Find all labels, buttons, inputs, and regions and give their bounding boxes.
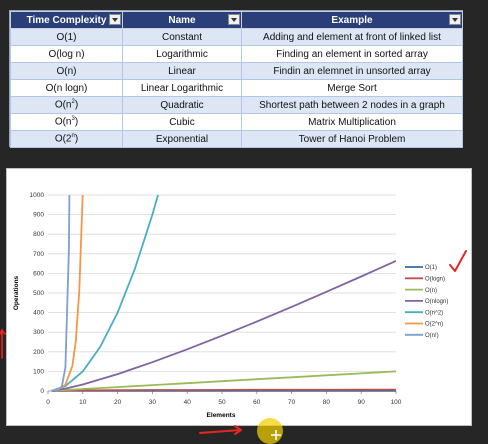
x-tick-label: 20: [114, 399, 122, 406]
x-tick-label: 30: [149, 399, 157, 406]
series-line: [51, 194, 71, 392]
cell-name[interactable]: Linear Logarithmic: [122, 79, 242, 97]
x-tick-label: 90: [358, 399, 366, 406]
complexity-close: ): [74, 99, 79, 111]
header-example: Example: [241, 11, 463, 29]
filter-dropdown-button[interactable]: [109, 14, 121, 25]
cell-complexity[interactable]: O(log n): [10, 45, 123, 63]
y-tick-label: 300: [33, 329, 44, 336]
chart-gridlines: [48, 194, 396, 372]
series-line: [51, 260, 397, 392]
header-label: Name: [168, 14, 196, 26]
chart-series-lines: [51, 194, 397, 392]
complexity-close: ): [74, 116, 79, 128]
legend-label: O(nlogn): [425, 299, 448, 305]
header-time-complexity: Time Complexity: [10, 11, 123, 29]
y-tick-label: 1000: [30, 192, 45, 199]
y-tick-label: 100: [33, 368, 44, 375]
cell-name[interactable]: Quadratic: [122, 96, 242, 114]
y-axis-label: Operations: [13, 275, 20, 310]
complexity-exponent: n: [71, 133, 75, 140]
cell-example[interactable]: Shortest path between 2 nodes in a graph: [241, 96, 463, 114]
complexity-chart[interactable]: 0 100 200 300 400 500 600 700 800 900 1000 0 10 20 30 4…: [7, 169, 471, 425]
cell-complexity[interactable]: O(1): [10, 28, 123, 46]
table-row: O(n2) Quadratic Shortest path between 2 …: [10, 96, 463, 114]
cell-complexity[interactable]: O(n logn): [10, 79, 123, 97]
complexity-table-panel: Time Complexity Name Example O(1) Consta…: [9, 10, 463, 148]
y-tick-label: 900: [33, 212, 44, 219]
x-tick-label: 10: [79, 399, 87, 406]
legend-label: O(n!): [425, 333, 439, 339]
complexity-base: O(n: [54, 116, 72, 128]
header-name: Name: [122, 11, 242, 29]
header-label: Example: [331, 14, 373, 26]
x-tick-label: 80: [323, 399, 331, 406]
series-line: [51, 194, 159, 392]
x-axis-label: Elements: [207, 412, 236, 419]
cell-complexity[interactable]: O(n): [10, 62, 123, 80]
cell-example[interactable]: Matrix Multiplication: [241, 113, 463, 131]
cell-example[interactable]: Finding an element in sorted array: [241, 45, 463, 63]
x-tick-label: 70: [288, 399, 296, 406]
x-tick-label: 100: [391, 399, 402, 406]
table-row: O(1) Constant Adding and element at fron…: [10, 28, 463, 46]
y-tick-label: 600: [33, 270, 44, 277]
x-tick-label: 60: [253, 399, 261, 406]
legend-label: O(logn): [425, 277, 445, 283]
chart-legend[interactable]: O(1) O(logn) O(n) O(nlogn) O(n^2) O(2^n) O(n!): [405, 265, 448, 339]
y-tick-label: 0: [40, 388, 44, 395]
complexity-base: O(n: [54, 99, 72, 111]
chart-tick-labels: 0 100 200 300 400 500 600 700 800 900 1000 0 10 20 30 4…: [30, 192, 402, 406]
table-row: O(n) Linear Findin an elemnet in unsorte…: [10, 62, 463, 80]
cell-example[interactable]: Tower of Hanoi Problem: [241, 130, 463, 148]
legend-label: O(2^n): [425, 322, 443, 328]
cell-name[interactable]: Linear: [122, 62, 242, 80]
cell-name[interactable]: Cubic: [122, 113, 242, 131]
x-tick-label: 50: [218, 399, 226, 406]
table-row: O(log n) Logarithmic Finding an element …: [10, 45, 463, 63]
legend-label: O(1): [425, 265, 437, 271]
y-tick-label: 700: [33, 251, 44, 258]
cell-complexity[interactable]: O(n2): [10, 96, 123, 114]
complexity-close: ): [74, 133, 79, 145]
series-line: [51, 388, 396, 392]
table-row: O(n3) Cubic Matrix Multiplication: [10, 113, 463, 131]
y-tick-label: 500: [33, 290, 44, 297]
complexity-base: O(2: [54, 133, 72, 145]
cell-name[interactable]: Exponential: [122, 130, 242, 148]
x-tick-label: 40: [184, 399, 192, 406]
cell-name[interactable]: Constant: [122, 28, 242, 46]
filter-dropdown-button[interactable]: [228, 14, 240, 25]
table-row: O(n logn) Linear Logarithmic Merge Sort: [10, 79, 463, 97]
annotation-vertical-arrow: [0, 328, 6, 359]
cell-example[interactable]: Findin an elemnet in unsorted array: [241, 62, 463, 80]
legend-label: O(n): [425, 288, 437, 294]
cell-name[interactable]: Logarithmic: [122, 45, 242, 63]
legend-label: O(n^2): [425, 310, 443, 316]
complexity-chart-panel[interactable]: 0 100 200 300 400 500 600 700 800 900 1000 0 10 20 30 4…: [6, 168, 472, 426]
y-tick-label: 400: [33, 310, 44, 317]
cell-example[interactable]: Merge Sort: [241, 79, 463, 97]
table-row: O(2n) Exponential Tower of Hanoi Problem: [10, 130, 463, 148]
complexity-table: Time Complexity Name Example O(1) Consta…: [10, 11, 463, 148]
y-tick-label: 200: [33, 349, 44, 356]
cursor-crosshair-icon: [271, 430, 281, 440]
complexity-exponent: 3: [71, 116, 75, 123]
filter-dropdown-button[interactable]: [449, 14, 461, 25]
header-label: Time Complexity: [26, 14, 107, 26]
x-tick-label: 0: [46, 399, 50, 406]
series-line: [51, 370, 397, 392]
annotation-arrow: [199, 425, 242, 435]
y-tick-label: 800: [33, 231, 44, 238]
complexity-exponent: 2: [71, 99, 75, 106]
cell-example[interactable]: Adding and element at front of linked li…: [241, 28, 463, 46]
table-header-row: Time Complexity Name Example: [10, 11, 463, 29]
cell-complexity[interactable]: O(n3): [10, 113, 123, 131]
cell-complexity[interactable]: O(2n): [10, 130, 123, 148]
